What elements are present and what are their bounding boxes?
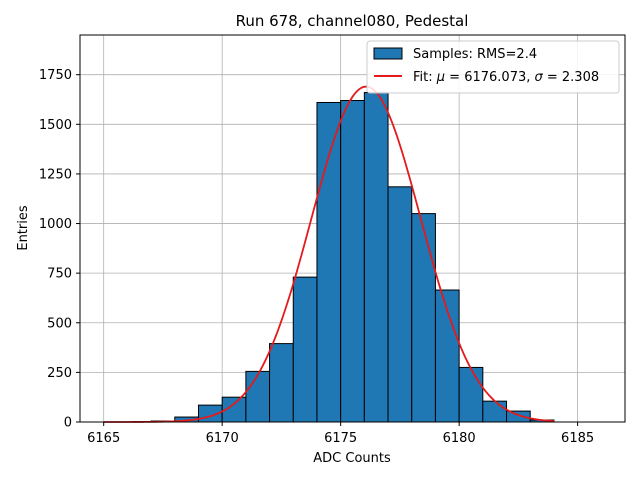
- y-tick-label: 500: [47, 316, 72, 331]
- legend: Samples: RMS=2.4 Fit: μ = 6176.073, σ = …: [366, 40, 620, 94]
- x-tick-label: 6180: [443, 431, 476, 446]
- y-tick-label: 0: [64, 416, 72, 431]
- gaussian-fit: [103, 85, 554, 423]
- histogram-bar: [411, 213, 436, 423]
- y-tick-label: 1250: [39, 167, 72, 182]
- histogram-bar: [387, 186, 413, 423]
- chart-title: Run 678, channel080, Pedestal: [236, 12, 469, 30]
- y-axis-label: Entries: [16, 205, 31, 251]
- x-tick-label: 6185: [561, 431, 594, 446]
- histogram-bar: [340, 99, 365, 423]
- x-tick-label: 6170: [206, 431, 239, 446]
- x-axis-label: ADC Counts: [313, 451, 391, 466]
- histogram-bar: [316, 101, 342, 423]
- histogram-bar: [506, 410, 531, 423]
- legend-label-fit: Fit: μ = 6176.073, σ = 2.308: [413, 70, 599, 85]
- legend-box: [366, 40, 620, 94]
- fit-curve: [103, 85, 554, 423]
- x-axis-ticks: 6165 6170 6175 6180 6185: [87, 422, 594, 446]
- x-tick-label: 6165: [87, 431, 120, 446]
- y-tick-label: 1000: [39, 217, 72, 232]
- legend-patch-samples: [373, 47, 403, 60]
- legend-label-samples: Samples: RMS=2.4: [413, 47, 537, 62]
- histogram-bar: [292, 276, 318, 423]
- y-tick-label: 1500: [39, 118, 72, 133]
- histogram-bar: [245, 370, 271, 423]
- y-axis-ticks: 0 250 500 750 1000 1250 1500 1750: [39, 68, 80, 431]
- histogram-bar: [482, 400, 508, 423]
- x-tick-label: 6175: [324, 431, 357, 446]
- y-tick-label: 1750: [39, 68, 72, 83]
- histogram-bar: [269, 343, 294, 423]
- histogram-bar: [458, 366, 484, 423]
- y-tick-label: 250: [47, 366, 72, 381]
- histogram-bar: [363, 92, 389, 423]
- y-tick-label: 750: [47, 267, 72, 282]
- plot-frame: [79, 34, 626, 423]
